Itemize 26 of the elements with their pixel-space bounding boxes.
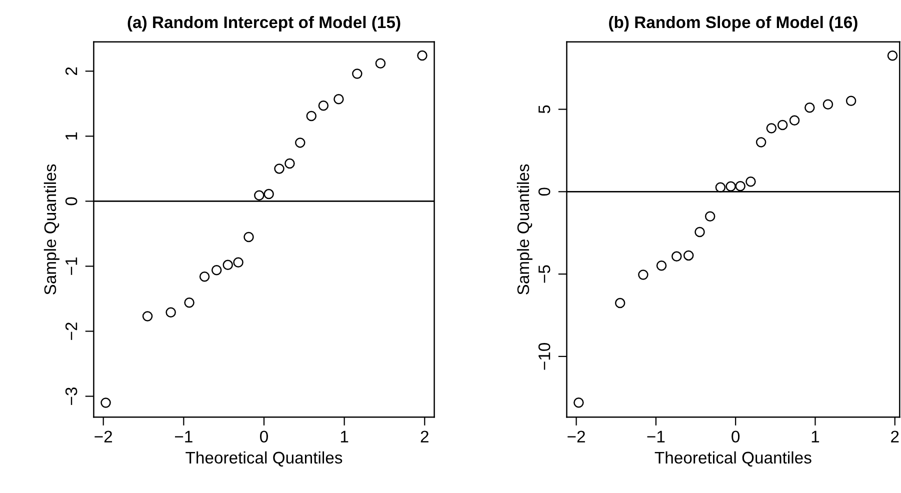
y-tick-label: −2 <box>65 322 78 340</box>
x-tick-label: −2 <box>94 430 112 442</box>
y-tick-label: 5 <box>538 105 550 114</box>
x-axis-title: Theoretical Quantiles <box>654 451 812 467</box>
y-tick-label: 0 <box>65 197 78 206</box>
x-tick-label: 0 <box>260 430 268 443</box>
y-tick-label: −3 <box>65 388 78 405</box>
x-tick-label: −1 <box>647 430 665 442</box>
y-tick-label: −5 <box>538 265 550 283</box>
chart-title: (b) Random Slope of Model (16) <box>609 16 858 32</box>
x-tick-label: 2 <box>891 430 899 442</box>
chart-title: (a) Random Intercept of Model (15) <box>128 16 400 32</box>
y-axis-title: Sample Quantiles <box>44 164 60 295</box>
y-tick-label: −1 <box>66 258 78 275</box>
y-tick-label: 1 <box>66 132 78 140</box>
x-tick-label: 2 <box>420 430 428 442</box>
x-tick-label: −1 <box>174 430 192 442</box>
y-axis-title: Sample Quantiles <box>516 164 532 295</box>
y-tick-label: 0 <box>538 188 550 196</box>
x-axis-title: Theoretical Quantiles <box>186 451 342 467</box>
y-tick-label: 2 <box>65 67 78 75</box>
x-tick-label: 1 <box>812 430 820 442</box>
x-tick-label: 0 <box>732 430 740 443</box>
y-tick-label: −10 <box>538 342 550 370</box>
x-tick-label: 1 <box>340 430 348 442</box>
x-tick-label: −2 <box>568 430 585 442</box>
